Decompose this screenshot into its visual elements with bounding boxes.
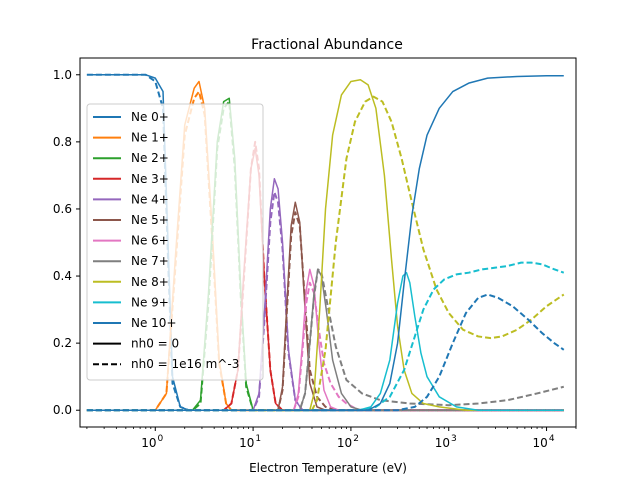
series-line-ne-8plus-dashed xyxy=(86,95,565,412)
legend-label: Ne 1+ xyxy=(131,131,169,145)
legend-label: Ne 6+ xyxy=(131,234,169,248)
x-tick-label: 101 xyxy=(239,434,261,450)
y-tick-label: 0.0 xyxy=(53,403,72,417)
x-tick-label: 104 xyxy=(533,434,555,450)
x-tick-label: 100 xyxy=(141,434,163,450)
legend-label: nh0 = 1e16 m^-3 xyxy=(131,357,239,371)
series-layer xyxy=(86,73,565,412)
y-axis: 0.0 0.2 0.4 0.6 0.8 1.0 xyxy=(53,68,80,417)
legend-label: Ne 7+ xyxy=(131,254,169,268)
legend-box xyxy=(86,103,264,381)
legend-label: Ne 8+ xyxy=(131,275,169,289)
y-tick-label: 1.0 xyxy=(53,68,72,82)
y-tick-label: 0.4 xyxy=(53,269,72,283)
x-axis: 100 101 102 103 104 xyxy=(86,427,577,450)
x-axis-title: Electron Temperature (eV) xyxy=(249,461,407,475)
series-line-ne-1plus-dashed xyxy=(86,90,564,412)
legend-label: Ne 0+ xyxy=(131,110,169,124)
series-line-ne-10plus-solid xyxy=(86,75,564,411)
legend-label: nh0 = 0 xyxy=(131,337,179,351)
series-line-ne-10plus-dashed xyxy=(86,293,565,412)
y-tick-label: 0.6 xyxy=(53,202,72,216)
legend: Ne 0+ Ne 1+ Ne 2+ Ne 3+ Ne 4+ Ne 5+ Ne 6+ Ne 7+… xyxy=(86,103,264,381)
x-tick-label: 102 xyxy=(337,434,359,450)
legend-label: Ne 10+ xyxy=(131,316,177,330)
series-line-ne-9plus-solid xyxy=(86,271,564,411)
y-tick-label: 0.8 xyxy=(53,135,72,149)
chart-title: Fractional Abundance xyxy=(251,37,403,53)
legend-label: Ne 4+ xyxy=(131,192,169,206)
series-line-ne-9plus-dashed xyxy=(86,261,565,412)
y-tick-label: 0.2 xyxy=(53,336,72,350)
series-line-ne-2plus-solid xyxy=(86,97,564,411)
legend-label: Ne 5+ xyxy=(131,213,169,227)
legend-label: Ne 2+ xyxy=(131,151,169,165)
series-line-ne-5plus-dashed xyxy=(86,211,564,412)
legend-label: Ne 9+ xyxy=(131,295,169,309)
legend-label: Ne 3+ xyxy=(131,172,169,186)
plot-frame xyxy=(79,57,577,428)
series-line-ne-6plus-dashed xyxy=(86,281,564,412)
x-tick-label: 103 xyxy=(435,434,457,450)
series-line-ne-7plus-dashed xyxy=(86,268,565,412)
